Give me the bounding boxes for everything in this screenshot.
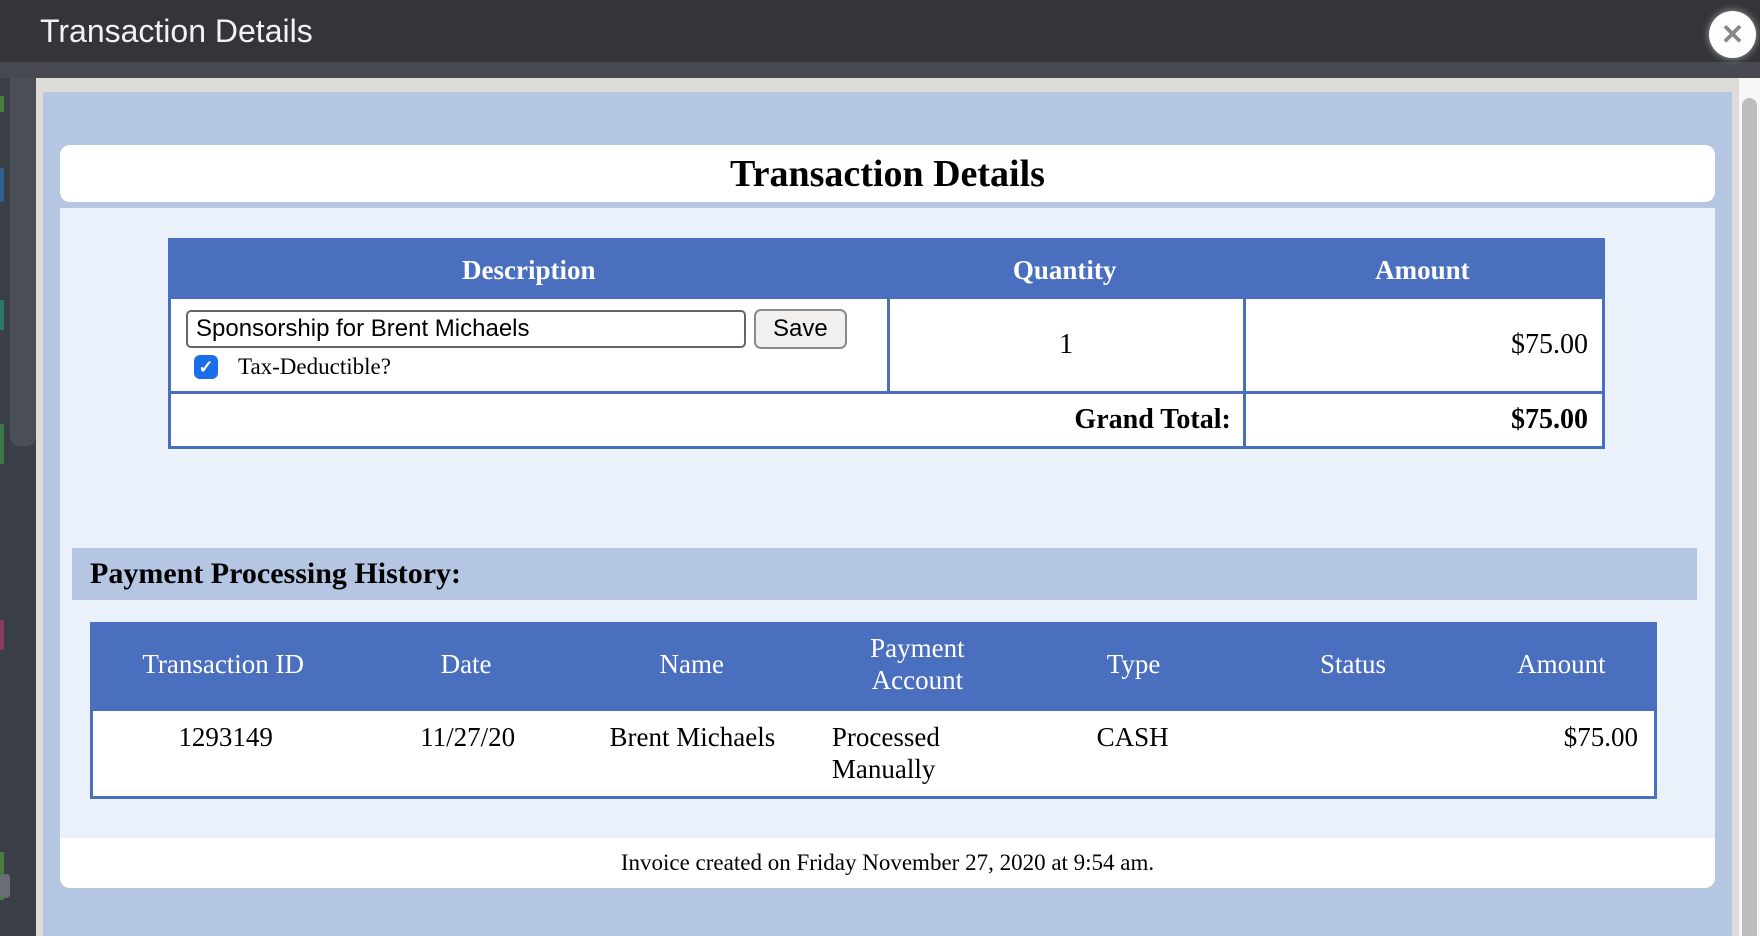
- backdrop-fragment: [0, 874, 10, 898]
- backdrop-fragment: [0, 300, 4, 330]
- tax-deductible-checkbox[interactable]: ✓: [194, 355, 218, 379]
- modal-frame: Transaction Details Description Quantity…: [36, 78, 1739, 936]
- modal-content: Description Quantity Amount Save ✓: [60, 208, 1715, 838]
- grand-total-amount: $75.00: [1242, 394, 1602, 446]
- payment-history-header-row: Transaction ID Date Name Payment Account…: [90, 622, 1657, 707]
- items-header-description: Description: [462, 254, 596, 285]
- save-button[interactable]: Save: [754, 309, 847, 349]
- dialog-title: Transaction Details: [40, 12, 313, 49]
- pph-header-type: Type: [1106, 648, 1161, 679]
- page-title: Transaction Details: [730, 152, 1045, 195]
- backdrop-fragment: [0, 96, 4, 112]
- payment-history-title: Payment Processing History:: [90, 557, 462, 590]
- pph-header-name: Name: [659, 648, 724, 679]
- amount-cell: $75.00: [1242, 299, 1602, 391]
- payment-history-table: Transaction ID Date Name Payment Account…: [90, 622, 1657, 799]
- pph-cell-payment-account: Processed Manually: [831, 722, 940, 785]
- page-title-band: Transaction Details: [60, 145, 1715, 202]
- items-table-row: Save ✓ Tax-Deductible? 1 $75.00: [171, 299, 1602, 391]
- close-button[interactable]: ✕: [1709, 11, 1756, 58]
- description-input[interactable]: [186, 310, 746, 348]
- pph-cell-transaction-id: 1293149: [178, 722, 273, 752]
- grand-total-label: Grand Total:: [1074, 404, 1231, 435]
- pph-cell-status: [1239, 711, 1464, 796]
- backdrop-fragment: [0, 620, 4, 650]
- items-header-amount: Amount: [1375, 254, 1470, 285]
- pph-cell-date: 11/27/20: [420, 722, 516, 752]
- invoice-created-band: Invoice created on Friday November 27, 2…: [60, 838, 1715, 888]
- modal-body: Transaction Details Description Quantity…: [43, 92, 1732, 936]
- pph-header-date: Date: [440, 648, 492, 679]
- pph-cell-type: CASH: [1096, 722, 1169, 752]
- pph-cell-amount: $75.00: [1563, 722, 1638, 752]
- quantity-cell: 1: [886, 299, 1243, 391]
- items-header-quantity: Quantity: [1012, 254, 1117, 285]
- items-table-header-row: Description Quantity Amount: [171, 241, 1602, 299]
- tax-deductible-label: Tax-Deductible?: [238, 354, 391, 379]
- invoice-items-table: Description Quantity Amount Save ✓: [168, 238, 1605, 449]
- pph-header-amount: Amount: [1517, 648, 1606, 679]
- pph-cell-name: Brent Michaels: [609, 722, 776, 752]
- check-icon: ✓: [198, 357, 214, 377]
- dialog-title-bar: Transaction Details: [0, 0, 1760, 62]
- grand-total-row: Grand Total: $75.00: [171, 391, 1602, 446]
- backdrop-fragment: [0, 168, 4, 202]
- background-panel-edge: [10, 78, 36, 446]
- backdrop-fragment: [0, 424, 4, 464]
- pph-header-payment-account: Payment Account: [870, 633, 965, 695]
- invoice-created-note: Invoice created on Friday November 27, 2…: [620, 850, 1155, 875]
- scrollbar-thumb[interactable]: [1742, 98, 1757, 936]
- pph-header-status: Status: [1319, 648, 1386, 679]
- payment-history-row: 1293149 11/27/20 Brent Michaels Processe…: [90, 707, 1657, 799]
- close-icon: ✕: [1720, 18, 1745, 50]
- description-cell: Save ✓ Tax-Deductible?: [171, 299, 887, 391]
- scrollbar-track[interactable]: [1739, 78, 1760, 936]
- titlebar-shadow-strip: [0, 62, 1760, 78]
- payment-history-section-header: Payment Processing History:: [72, 548, 1697, 600]
- pph-header-transaction-id: Transaction ID: [142, 648, 305, 679]
